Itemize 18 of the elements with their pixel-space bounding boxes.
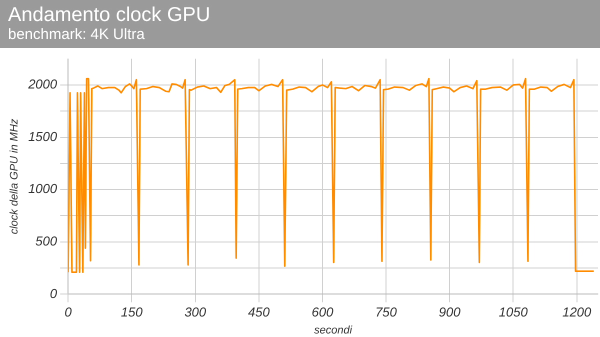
x-tick-label: 1050: [498, 304, 528, 320]
y-tick-label: 1000: [28, 181, 58, 196]
x-tick-label: 750: [375, 304, 398, 320]
x-axis-title: secondi: [314, 324, 353, 336]
chart-title: Andamento clock GPU: [8, 4, 212, 26]
x-tick-label: 1200: [562, 304, 592, 320]
y-tick-label: 0: [50, 286, 58, 301]
x-tick-label: 150: [120, 304, 144, 320]
x-tick-label: 900: [438, 304, 462, 320]
y-tick-label: 2000: [27, 76, 58, 92]
y-tick-label: 500: [35, 234, 58, 248]
chart-subtitle: benchmark: 4K Ultra: [8, 26, 146, 44]
y-tick-label: 1500: [28, 128, 58, 144]
y-axis-title: clock della GPU in MHz: [8, 118, 21, 234]
x-tick-label: 600: [312, 304, 334, 320]
x-tick-label: 450: [248, 304, 270, 320]
x-tick-label: 0: [64, 304, 73, 320]
x-tick-label: 300: [184, 304, 207, 320]
